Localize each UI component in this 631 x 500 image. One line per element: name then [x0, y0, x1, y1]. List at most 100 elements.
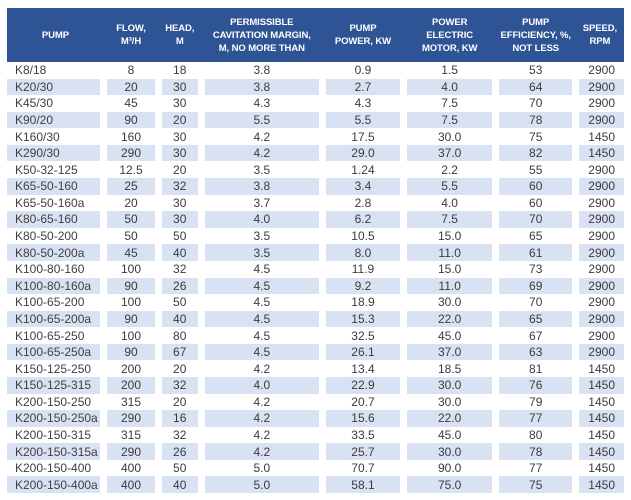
cell-efficiency: 81 — [492, 360, 576, 377]
cell-head: 40 — [154, 310, 202, 328]
cell-power: 5.5 — [318, 111, 404, 129]
cell-efficiency: 82 — [492, 144, 576, 162]
cell-cavitation: 4.2 — [197, 393, 323, 411]
cell-power: 32.5 — [318, 327, 404, 344]
table-row: K100-65-250 100 80 4.5 32.5 45.0 67 2900 — [7, 327, 624, 344]
table-row: K290/30 290 30 4.2 29.0 37.0 82 1450 — [7, 144, 624, 162]
cell-motor: 30.0 — [400, 393, 496, 411]
cell-efficiency: 53 — [492, 62, 576, 79]
cell-efficiency: 75 — [492, 128, 576, 145]
cell-motor: 30.0 — [400, 443, 496, 460]
cell-motor: 30.0 — [400, 294, 496, 311]
cell-flow: 45 — [100, 95, 159, 112]
cell-head: 26 — [154, 277, 202, 295]
cell-cavitation: 4.2 — [197, 360, 323, 377]
cell-motor: 22.0 — [400, 310, 496, 328]
cell-efficiency: 67 — [492, 327, 576, 344]
cell-power: 3.4 — [318, 178, 404, 195]
cell-head: 67 — [154, 343, 202, 361]
cell-flow: 20 — [100, 194, 159, 212]
cell-cavitation: 3.5 — [197, 161, 323, 179]
cell-motor: 30.0 — [400, 128, 496, 145]
cell-motor: 1.5 — [400, 62, 496, 79]
cell-pump: K65-50-160a — [15, 195, 85, 210]
cell-pump: K90/20 — [7, 111, 104, 129]
cell-head: 26 — [154, 443, 202, 460]
cell-power: 9.2 — [318, 277, 404, 295]
cell-cavitation: 5.0 — [197, 476, 323, 494]
cell-power: 26.1 — [318, 343, 404, 361]
cell-pump: K100-80-160 — [15, 262, 85, 277]
cell-speed: 1450 — [572, 128, 624, 145]
table-row: K200-150-250a 290 16 4.2 15.6 22.0 77 1450 — [7, 410, 624, 427]
cell-efficiency: 76 — [492, 376, 576, 394]
table-row: K100-65-200a 90 40 4.5 15.3 22.0 65 2900 — [7, 310, 624, 328]
cell-pump: K100-80-160a — [7, 277, 104, 295]
cell-flow: 290 — [100, 144, 159, 162]
table-row: K150-125-250 200 20 4.2 13.4 18.5 81 1450 — [7, 360, 624, 377]
table-row: K45/30 45 30 4.3 4.3 7.5 70 2900 — [7, 95, 624, 112]
table-row: K100-80-160a 90 26 4.5 9.2 11.0 69 2900 — [7, 277, 624, 295]
cell-head: 30 — [154, 95, 202, 112]
cell-head: 50 — [154, 227, 202, 245]
cell-pump: K100-65-250a — [7, 343, 104, 361]
cell-flow: 290 — [100, 410, 159, 427]
cell-efficiency: 78 — [492, 111, 576, 129]
cell-flow: 100 — [100, 260, 159, 278]
cell-motor: 7.5 — [400, 111, 496, 129]
cell-motor: 2.2 — [400, 161, 496, 179]
cell-flow: 160 — [100, 128, 159, 145]
col-header-flow: FLOW, M³/H — [103, 8, 159, 62]
cell-speed: 2900 — [572, 211, 624, 228]
cell-flow: 90 — [100, 277, 159, 295]
cell-motor: 7.5 — [400, 211, 496, 228]
cell-motor: 37.0 — [400, 144, 496, 162]
cell-speed: 1450 — [572, 144, 624, 162]
cell-flow: 50 — [100, 227, 159, 245]
cell-efficiency: 70 — [492, 211, 576, 228]
cell-flow: 90 — [100, 111, 159, 129]
cell-flow: 90 — [100, 343, 159, 361]
table-row: K200-150-315 315 32 4.2 33.5 45.0 80 1450 — [7, 426, 624, 444]
cell-power: 25.7 — [318, 443, 404, 460]
cell-efficiency: 77 — [492, 459, 576, 477]
cell-motor: 11.0 — [400, 244, 496, 261]
cell-pump: K65-50-160 — [7, 178, 104, 195]
cell-speed: 2900 — [572, 310, 624, 328]
cell-flow: 90 — [100, 310, 159, 328]
cell-motor: 75.0 — [400, 476, 496, 494]
cell-power: 11.9 — [318, 260, 404, 278]
cell-speed: 2900 — [572, 111, 624, 129]
cell-motor: 45.0 — [400, 327, 496, 344]
cell-efficiency: 73 — [492, 260, 576, 278]
cell-cavitation: 4.2 — [197, 128, 323, 145]
table-row: K100-80-160 100 32 4.5 11.9 15.0 73 2900 — [7, 260, 624, 278]
cell-flow: 200 — [100, 360, 159, 377]
cell-speed: 1450 — [572, 360, 624, 377]
cell-cavitation: 4.5 — [197, 343, 323, 361]
cell-speed: 2900 — [572, 62, 624, 79]
cell-motor: 15.0 — [400, 260, 496, 278]
cell-cavitation: 5.5 — [197, 111, 323, 129]
cell-pump: K200-150-250 — [15, 394, 92, 409]
cell-speed: 2900 — [572, 327, 624, 344]
cell-pump: K80-50-200 — [15, 229, 78, 244]
cell-cavitation: 4.5 — [197, 310, 323, 328]
cell-flow: 290 — [100, 443, 159, 460]
cell-pump: K150-125-315 — [7, 376, 104, 394]
cell-power: 2.7 — [318, 78, 404, 96]
cell-motor: 4.0 — [400, 194, 496, 212]
cell-flow: 315 — [100, 426, 159, 444]
cell-speed: 1450 — [572, 476, 624, 494]
cell-flow: 50 — [100, 211, 159, 228]
cell-cavitation: 5.0 — [197, 459, 323, 477]
cell-flow: 315 — [100, 393, 159, 411]
table-row: K65-50-160 25 32 3.8 3.4 5.5 60 2900 — [7, 178, 624, 195]
cell-efficiency: 78 — [492, 443, 576, 460]
cell-flow: 8 — [100, 62, 159, 79]
cell-cavitation: 3.8 — [197, 62, 323, 79]
cell-power: 22.9 — [318, 376, 404, 394]
cell-speed: 2900 — [572, 343, 624, 361]
cell-flow: 25 — [100, 178, 159, 195]
